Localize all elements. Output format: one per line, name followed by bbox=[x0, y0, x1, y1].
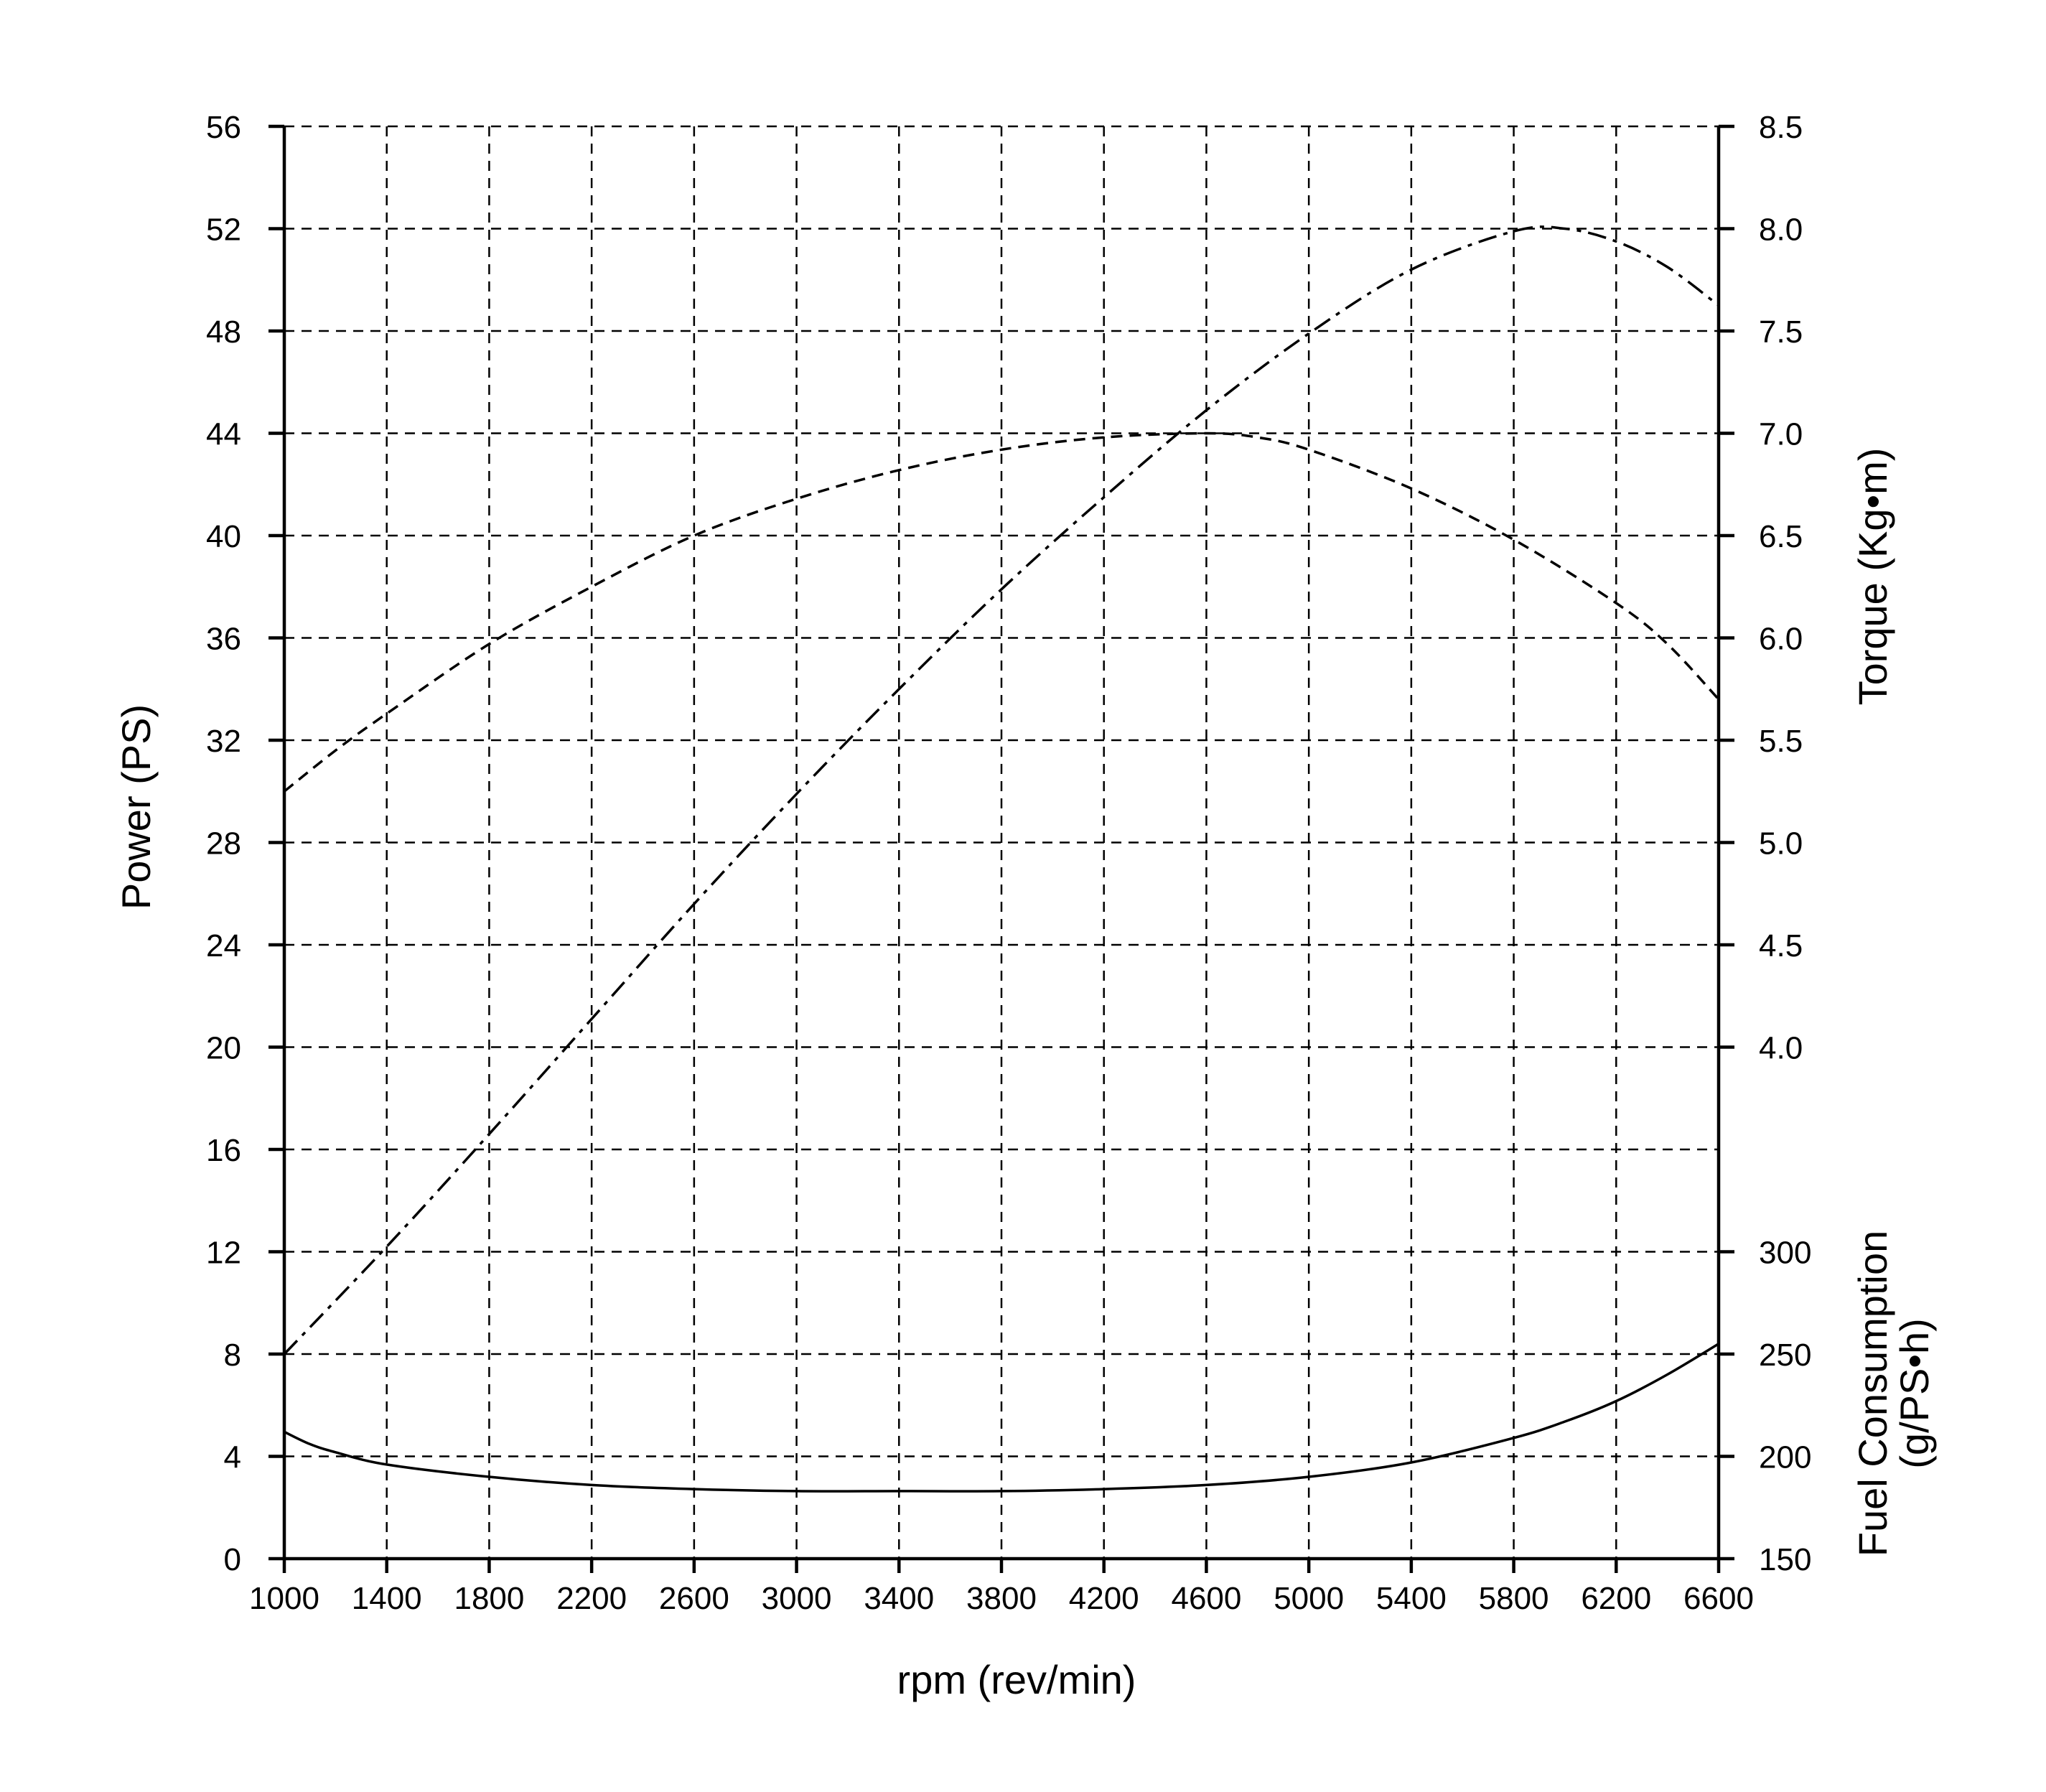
x-tick-label-3000: 3000 bbox=[762, 1581, 832, 1616]
torque-tick-label-7.0: 7.0 bbox=[1759, 417, 1803, 452]
power-tick-label-12: 12 bbox=[206, 1236, 241, 1271]
power-tick-label-40: 40 bbox=[206, 519, 241, 554]
torque-tick-label-4.5: 4.5 bbox=[1759, 928, 1803, 963]
fuel-consumption-curve bbox=[284, 1343, 1719, 1493]
tick-labels: 1000 1400 1800 2200 2600 3000 3400 3800 4200 4600… bbox=[206, 110, 1811, 1616]
torque-tick-label-5.0: 5.0 bbox=[1759, 826, 1803, 862]
torque-axis-title: Torque (Kg•m) bbox=[1850, 448, 1895, 706]
fuel-tick-label-150: 150 bbox=[1759, 1542, 1811, 1577]
torque-curve bbox=[283, 431, 1720, 793]
torque-tick-label-4.0: 4.0 bbox=[1759, 1031, 1803, 1066]
torque-tick-label-5.5: 5.5 bbox=[1759, 724, 1803, 759]
x-tick-label-1400: 1400 bbox=[352, 1581, 422, 1616]
x-tick-label-6200: 6200 bbox=[1581, 1581, 1651, 1616]
power-tick-label-4: 4 bbox=[224, 1440, 241, 1475]
x-tick-label-3800: 3800 bbox=[966, 1581, 1037, 1616]
x-tick-label-5000: 5000 bbox=[1274, 1581, 1344, 1616]
power-tick-label-48: 48 bbox=[206, 314, 241, 350]
fuel-tick-label-300: 300 bbox=[1759, 1236, 1811, 1271]
power-tick-label-56: 56 bbox=[206, 110, 241, 145]
power-tick-label-0: 0 bbox=[224, 1542, 241, 1577]
x-tick-label-5400: 5400 bbox=[1376, 1581, 1447, 1616]
torque-tick-label-7.5: 7.5 bbox=[1759, 314, 1803, 350]
fuel-axis-title-line2: (g/PS•h) bbox=[1892, 1318, 1937, 1468]
power-tick-label-32: 32 bbox=[206, 724, 241, 759]
left-axis-title: Power (PS) bbox=[113, 704, 159, 910]
x-axis-title: rpm (rev/min) bbox=[897, 1657, 1136, 1702]
torque-tick-label-8.0: 8.0 bbox=[1759, 213, 1803, 248]
grid bbox=[284, 125, 1719, 1559]
power-tick-label-52: 52 bbox=[206, 213, 241, 248]
curves bbox=[283, 225, 1720, 1493]
x-tick-label-4200: 4200 bbox=[1069, 1581, 1139, 1616]
power-tick-label-44: 44 bbox=[206, 417, 241, 452]
power-tick-label-24: 24 bbox=[206, 928, 241, 963]
x-tick-label-1000: 1000 bbox=[249, 1581, 319, 1616]
power-tick-label-20: 20 bbox=[206, 1031, 241, 1066]
x-tick-label-1800: 1800 bbox=[454, 1581, 524, 1616]
power-tick-label-16: 16 bbox=[206, 1133, 241, 1168]
fuel-axis-title-line1: Fuel Consumption bbox=[1850, 1231, 1895, 1557]
x-tick-label-3400: 3400 bbox=[864, 1581, 934, 1616]
power-tick-label-36: 36 bbox=[206, 622, 241, 657]
x-tick-label-4600: 4600 bbox=[1171, 1581, 1241, 1616]
x-tick-label-2200: 2200 bbox=[556, 1581, 627, 1616]
power-curve bbox=[283, 225, 1720, 1355]
power-tick-label-28: 28 bbox=[206, 826, 241, 862]
x-tick-label-2600: 2600 bbox=[659, 1581, 729, 1616]
fuel-tick-label-200: 200 bbox=[1759, 1440, 1811, 1475]
fuel-tick-label-250: 250 bbox=[1759, 1338, 1811, 1373]
torque-tick-label-8.5: 8.5 bbox=[1759, 110, 1803, 145]
x-tick-label-5800: 5800 bbox=[1479, 1581, 1549, 1616]
power-tick-label-8: 8 bbox=[224, 1338, 241, 1373]
x-tick-label-6600: 6600 bbox=[1683, 1581, 1754, 1616]
ticks bbox=[268, 124, 1734, 1573]
torque-tick-label-6.5: 6.5 bbox=[1759, 519, 1803, 554]
torque-tick-label-6.0: 6.0 bbox=[1759, 622, 1803, 657]
